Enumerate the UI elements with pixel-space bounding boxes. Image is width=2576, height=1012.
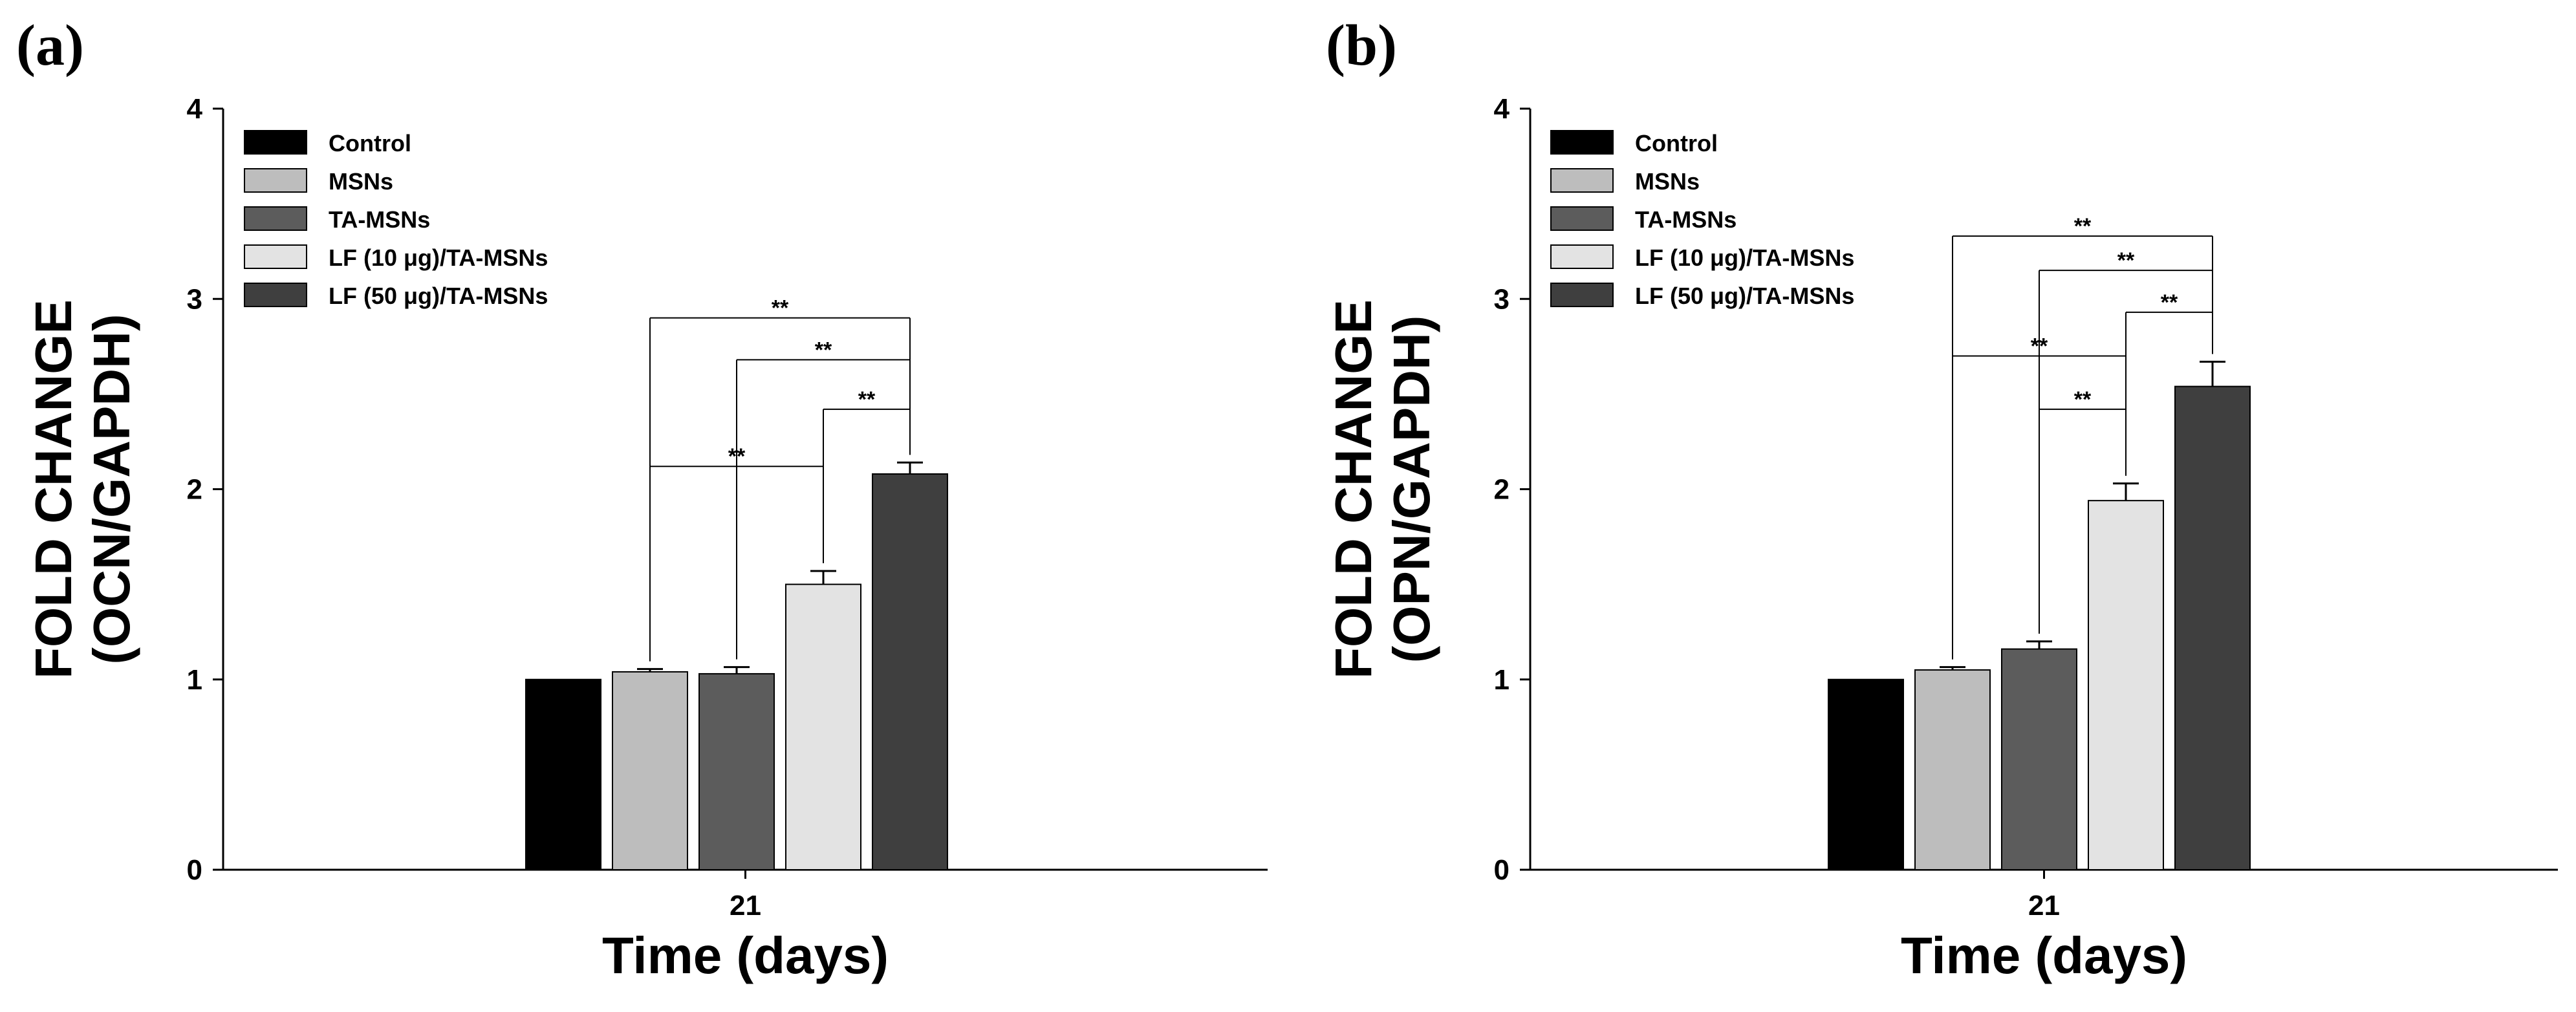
legend-label: Control [1635,130,1718,156]
legend-swatch [1550,283,1614,307]
y-axis-title-line-2: (OCN/GAPDH) [83,314,140,664]
legend-label: LF (50 μg)/TA-MSNs [1635,283,1854,309]
legend-label: LF (10 μg)/TA-MSNs [329,244,548,271]
bar-3 [698,673,775,870]
panel-label: (a) [16,14,84,78]
bar-5 [872,473,948,870]
y-tick-label: 3 [1494,283,1510,315]
y-tick-label: 0 [1494,854,1510,886]
legend-label: LF (10 μg)/TA-MSNs [1635,244,1854,271]
y-axis-title-line-1: FOLD CHANGE [25,299,82,679]
legend-swatch [244,244,307,269]
panel-a: (a) 0 1 2 3 4 21 Time (days) FOLD CHANGE (OCN/GAP… [16,14,1268,984]
panel-label: (b) [1326,14,1397,78]
bar-2 [1914,669,1991,870]
significance-label: ** [728,444,746,469]
y-tick-label: 0 [187,854,202,886]
significance-label: ** [2074,387,2092,412]
legend-swatch [1550,244,1614,269]
y-tick-label: 2 [187,474,202,506]
y-tick-label: 1 [187,664,202,696]
x-axis-title: Time (days) [1901,927,2187,984]
significance-label: ** [2031,334,2048,359]
significance-label: ** [772,296,789,321]
bar-1 [525,678,601,870]
y-tick-label: 4 [1494,93,1510,125]
legend-swatch [244,168,307,193]
legend-label: LF (50 μg)/TA-MSNs [329,283,548,309]
bar-5 [2174,385,2251,870]
legend-label: Control [329,130,411,156]
y-axis-title-line-2: (OPN/GAPDH) [1383,316,1440,663]
bar-1 [1828,678,1904,870]
y-axis-title-line-1: FOLD CHANGE [1325,299,1382,679]
x-tick-label: 21 [730,890,761,921]
y-tick-label: 4 [187,93,203,125]
significance-label: ** [2117,248,2135,273]
significance-label: ** [2161,290,2178,315]
legend-swatch [244,130,307,155]
y-tick-label: 2 [1494,474,1510,506]
legend-swatch [1550,168,1614,193]
legend-swatch [1550,206,1614,231]
legend-swatch [244,283,307,307]
bar-4 [785,583,861,870]
significance-label: ** [858,387,876,412]
legend-label: MSNs [1635,168,1700,195]
legend-label: TA-MSNs [329,206,430,233]
panel-b: (b) 0 1 2 3 4 21 Time (days) FOLD CHANGE (OPN/GAP… [1325,14,2558,984]
bar-4 [2088,500,2164,870]
significance-label: ** [2074,214,2092,239]
y-tick-label: 1 [1494,664,1510,696]
bar-3 [2001,648,2077,870]
bar-2 [612,671,688,870]
legend-label: TA-MSNs [1635,206,1737,233]
legend-swatch [1550,130,1614,155]
y-tick-label: 3 [187,283,202,315]
legend-swatch [244,206,307,231]
legend-label: MSNs [329,168,393,195]
significance-label: ** [815,338,832,362]
x-axis-title: Time (days) [602,927,889,984]
x-tick-label: 21 [2028,890,2060,921]
